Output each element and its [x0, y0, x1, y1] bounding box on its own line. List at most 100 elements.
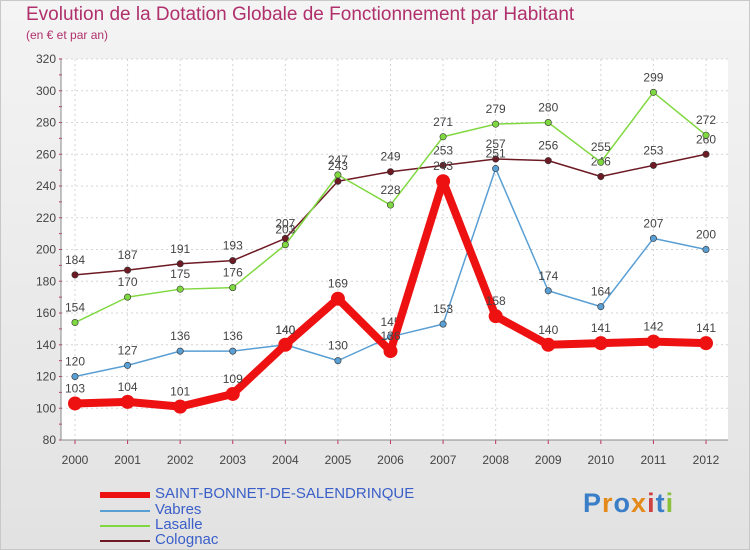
y-tick-label: 160 — [36, 306, 56, 320]
x-tick-label: 2003 — [219, 453, 246, 467]
y-tick-label: 140 — [36, 338, 56, 352]
data-point — [124, 266, 132, 274]
data-label: 158 — [486, 294, 506, 308]
data-label: 200 — [696, 228, 716, 242]
data-point — [593, 336, 608, 351]
x-tick-label: 2009 — [535, 453, 562, 467]
data-point — [597, 303, 605, 311]
data-point — [439, 320, 447, 328]
x-tick-label: 2006 — [377, 453, 404, 467]
data-label: 142 — [643, 320, 663, 334]
x-tick-label: 2012 — [693, 453, 720, 467]
data-point — [71, 271, 79, 279]
x-tick-label: 2010 — [587, 453, 614, 467]
data-label: 164 — [591, 285, 611, 299]
data-point — [124, 361, 132, 369]
legend-swatch — [100, 540, 150, 542]
data-label: 247 — [328, 153, 348, 167]
y-tick-label: 280 — [36, 116, 56, 130]
legend-label: Vabres — [155, 501, 202, 518]
data-point — [71, 319, 79, 327]
data-point — [334, 357, 342, 365]
data-label: 141 — [696, 321, 716, 335]
legend-swatch — [100, 492, 150, 498]
data-label: 207 — [643, 216, 663, 230]
data-label: 140 — [275, 323, 295, 337]
proxiti-logo: Proxiti — [583, 488, 674, 519]
data-label: 136 — [223, 329, 243, 343]
data-point — [124, 293, 132, 301]
x-tick-label: 2008 — [482, 453, 509, 467]
data-point — [649, 234, 657, 242]
legend-label: SAINT-BONNET-DE-SALENDRINQUE — [155, 485, 415, 502]
data-point — [176, 285, 184, 293]
data-point — [225, 386, 240, 401]
data-label: 243 — [328, 159, 348, 173]
y-tick-label: 120 — [36, 370, 56, 384]
legend-item-colognac: Colognac — [100, 531, 460, 549]
legend-item-lasalle: Lasalle — [100, 516, 460, 534]
chart-title: Evolution de la Dotation Globale de Fonc… — [26, 4, 575, 25]
data-point — [541, 337, 556, 352]
data-label: 140 — [275, 323, 295, 337]
y-tick-label: 220 — [36, 211, 56, 225]
data-point — [597, 172, 605, 180]
data-label: 109 — [223, 372, 243, 386]
legend-label: Lasalle — [155, 516, 203, 533]
legend-label: Colognac — [155, 531, 219, 548]
data-label: 140 — [538, 323, 558, 337]
data-label: 120 — [65, 355, 85, 369]
data-label: 272 — [696, 113, 716, 127]
x-tick-label: 2001 — [114, 453, 141, 467]
data-label: 130 — [328, 339, 348, 353]
data-point — [229, 347, 237, 355]
data-label: 207 — [275, 216, 295, 230]
data-point — [492, 155, 500, 163]
data-point — [68, 396, 82, 411]
data-label: 176 — [223, 266, 243, 280]
data-label: 153 — [433, 302, 453, 316]
data-label: 154 — [65, 301, 85, 315]
data-label: 191 — [170, 242, 190, 256]
data-label: 253 — [433, 143, 453, 157]
x-tick-label: 2011 — [641, 453, 667, 467]
logo-letter: t — [655, 488, 666, 518]
data-point — [436, 174, 451, 189]
data-point — [699, 336, 713, 351]
data-point — [702, 150, 710, 158]
data-label: 136 — [380, 329, 400, 343]
data-label: 260 — [696, 132, 716, 146]
data-label: 141 — [591, 321, 611, 335]
logo-letter: o — [613, 488, 632, 518]
data-point — [281, 241, 289, 249]
data-label: 175 — [170, 267, 190, 281]
legend-swatch — [100, 510, 150, 512]
data-label: 228 — [380, 183, 400, 197]
data-point — [439, 161, 447, 169]
logo-letter: x — [631, 488, 648, 518]
data-point — [649, 88, 657, 96]
logo-letter: i — [647, 488, 656, 518]
data-point — [120, 394, 135, 409]
data-label: 203 — [275, 223, 295, 237]
y-tick-label: 260 — [36, 147, 56, 161]
data-point — [173, 399, 188, 414]
data-point — [492, 120, 500, 128]
data-point — [544, 157, 552, 165]
data-label: 280 — [538, 101, 558, 115]
data-point — [544, 287, 552, 295]
data-point — [439, 133, 447, 141]
data-point — [702, 246, 710, 254]
data-label: 253 — [643, 143, 663, 157]
data-point — [176, 260, 184, 268]
x-tick-label: 2005 — [325, 453, 352, 467]
data-point — [488, 309, 503, 324]
data-label: 170 — [118, 275, 138, 289]
data-label: 243 — [433, 159, 453, 173]
y-tick-label: 200 — [36, 243, 56, 257]
legend-item-vabres: Vabres — [100, 501, 460, 519]
y-tick-label: 100 — [36, 401, 56, 415]
data-point — [71, 372, 79, 380]
x-tick-label: 2002 — [167, 453, 194, 467]
